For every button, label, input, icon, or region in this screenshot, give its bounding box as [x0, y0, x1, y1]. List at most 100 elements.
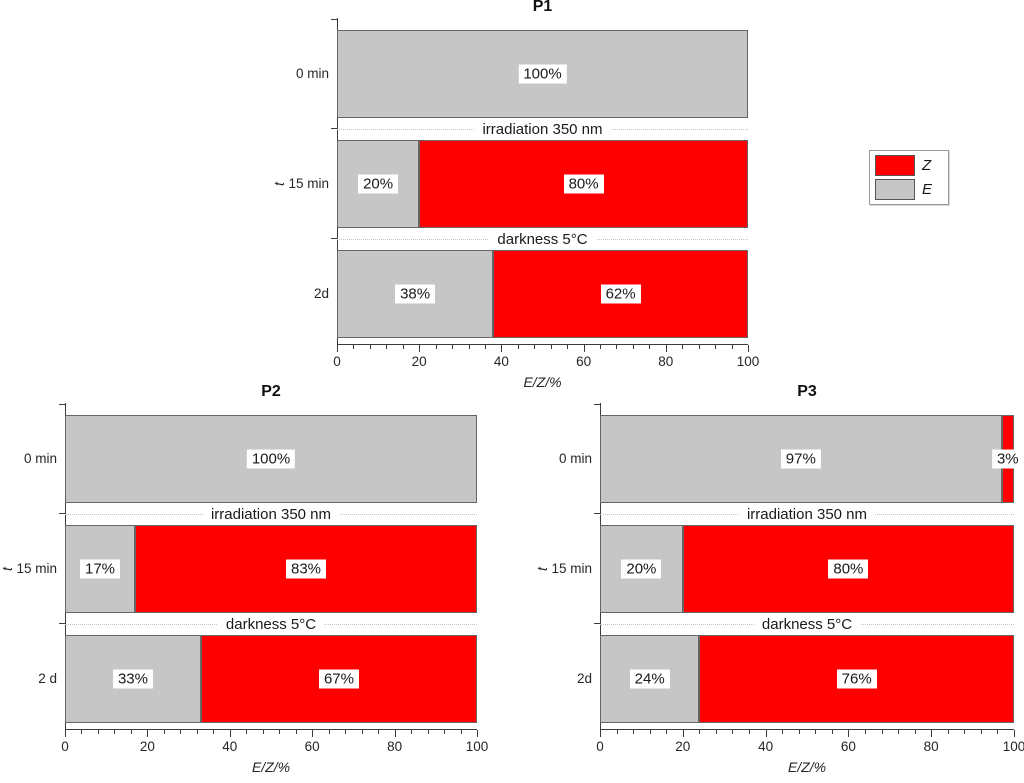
x-axis-minor-tick — [699, 730, 701, 734]
x-axis-tick-label: 20 — [139, 739, 155, 754]
x-axis-minor-tick — [633, 730, 635, 734]
x-axis-tick-label: 60 — [304, 739, 320, 754]
x-axis-major-tick — [147, 730, 149, 737]
x-axis-minor-tick — [196, 730, 198, 734]
annotation-text: irradiation 350 nm — [738, 505, 876, 523]
x-axis-minor-tick — [947, 730, 949, 734]
annotation-text: darkness 5°C — [489, 230, 596, 248]
x-axis-minor-tick — [881, 730, 883, 734]
x-axis-minor-tick — [452, 345, 454, 349]
chart-p2: 0 20 40 60 80 100 100% 17% 83% 33% 67% irradiation … — [0, 383, 488, 775]
bar-segment-z — [682, 525, 1014, 613]
x-axis-tick-label: 0 — [333, 354, 341, 369]
y-axis-tick — [594, 623, 600, 624]
x-axis-major-tick — [65, 730, 66, 737]
x-axis-label: E/Z/% — [787, 759, 827, 775]
y-axis-tick — [331, 19, 337, 20]
y-axis-tick — [59, 404, 65, 405]
x-axis-major-tick — [931, 730, 933, 737]
x-axis-major-tick — [682, 730, 684, 737]
x-axis-minor-tick — [517, 345, 519, 349]
x-axis-minor-tick — [444, 730, 446, 734]
annotation-band: irradiation 350 nm — [600, 503, 1014, 525]
x-axis-minor-tick — [616, 345, 618, 349]
x-axis-minor-tick — [534, 345, 536, 349]
x-axis-minor-tick — [666, 730, 668, 734]
bar-value-label: 76% — [836, 669, 877, 689]
x-axis-minor-tick — [97, 730, 99, 734]
y-axis-tick — [59, 623, 65, 624]
annotation-band: darkness 5°C — [65, 613, 477, 635]
x-axis-minor-tick — [698, 345, 700, 349]
x-axis-minor-tick — [649, 730, 651, 734]
bar-value-label: 80% — [828, 559, 869, 579]
x-axis-minor-tick — [386, 345, 388, 349]
x-axis-tick-label: 60 — [840, 739, 856, 754]
x-axis-major-tick — [600, 730, 601, 737]
y-axis-tick — [59, 513, 65, 514]
x-axis-tick-label: 40 — [222, 739, 238, 754]
x-axis-major-tick — [419, 345, 421, 352]
bar-value-label: 83% — [286, 559, 327, 579]
x-axis-tick-label: 0 — [596, 739, 604, 754]
legend-label-z: Z — [922, 157, 932, 174]
x-axis-minor-tick — [567, 345, 569, 349]
x-axis-label: E/Z/% — [523, 374, 562, 390]
x-axis-major-tick — [337, 345, 338, 352]
category-label: 0 min — [23, 451, 57, 466]
category-label: 0 min — [558, 451, 592, 466]
x-axis-minor-tick — [361, 730, 363, 734]
x-axis-tick-label: 20 — [411, 354, 427, 369]
bar-segment-e — [65, 525, 136, 613]
category-label: 2d — [576, 671, 592, 686]
x-axis-minor-tick — [831, 730, 833, 734]
y-axis-tick — [331, 238, 337, 239]
category-label: 15 min — [551, 561, 592, 576]
y-axis-tick — [331, 128, 337, 129]
plot-area: 0 20 40 60 80 100 100% 17% 83% 33% 67% irradiation … — [59, 403, 488, 754]
x-axis-minor-tick — [180, 730, 182, 734]
x-axis-minor-tick — [295, 730, 297, 734]
x-axis-major-tick — [394, 730, 396, 737]
chart-title: P3 — [797, 383, 817, 400]
bar-value-label: 62% — [600, 284, 641, 304]
legend: Z E — [869, 150, 949, 205]
legend-label-e: E — [922, 181, 933, 198]
x-axis-minor-tick — [632, 345, 634, 349]
y-axis-tick — [594, 513, 600, 514]
x-axis-minor-tick — [163, 730, 165, 734]
x-axis-major-tick — [765, 730, 767, 737]
x-axis-line — [600, 729, 1014, 730]
category-label: 15 min — [16, 561, 57, 576]
x-axis-minor-tick — [914, 730, 916, 734]
bar-value-label: 24% — [629, 669, 670, 689]
x-axis-minor-tick — [484, 345, 486, 349]
annotation-band: darkness 5°C — [337, 228, 748, 250]
x-axis-tick-label: 100 — [465, 739, 489, 754]
bar-value-label: 80% — [563, 174, 604, 194]
x-axis-major-tick — [312, 730, 314, 737]
x-axis-minor-tick — [980, 730, 982, 734]
x-axis-minor-tick — [328, 730, 330, 734]
x-axis-minor-tick — [246, 730, 248, 734]
x-axis-minor-tick — [427, 730, 429, 734]
x-axis-minor-tick — [378, 730, 380, 734]
x-axis-minor-tick — [600, 345, 602, 349]
x-axis-tick-label: 20 — [675, 739, 691, 754]
x-axis-minor-tick — [731, 345, 733, 349]
x-axis-minor-tick — [815, 730, 817, 734]
x-axis-major-tick — [748, 345, 749, 352]
bar-value-label: 100% — [518, 64, 567, 84]
plot-area: 0 20 40 60 80 100 97% 3% 20% 80% 24% 76% irradiation… — [594, 403, 1024, 754]
x-axis-minor-tick — [732, 730, 734, 734]
x-axis-minor-tick — [649, 345, 651, 349]
x-axis-minor-tick — [964, 730, 966, 734]
x-axis-minor-tick — [898, 730, 900, 734]
x-axis-minor-tick — [782, 730, 784, 734]
chart-p1: 0 20 40 60 80 100 100% 20% 80% 38% 62% irradiation … — [271, 0, 759, 390]
x-axis-minor-tick — [130, 730, 132, 734]
annotation-text: darkness 5°C — [217, 615, 325, 633]
annotation-text: irradiation 350 nm — [202, 505, 340, 523]
annotation-band: irradiation 350 nm — [337, 118, 748, 140]
